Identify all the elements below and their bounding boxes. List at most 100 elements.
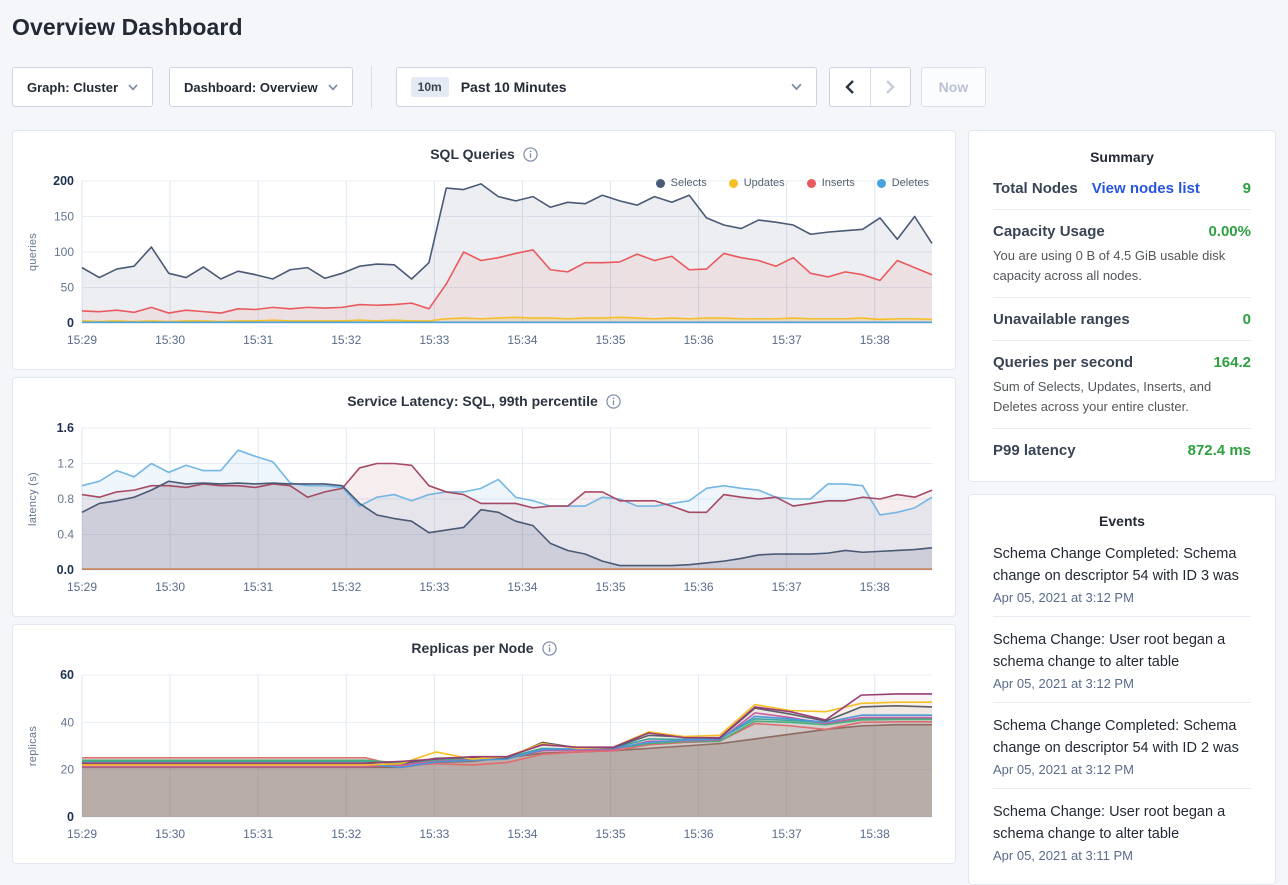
svg-text:15:31: 15:31 bbox=[243, 827, 273, 841]
legend-item-updates[interactable]: Updates bbox=[728, 177, 785, 189]
legend-item-deletes[interactable]: Deletes bbox=[876, 177, 929, 189]
svg-text:15:33: 15:33 bbox=[419, 580, 449, 594]
event-timestamp: Apr 05, 2021 at 3:11 PM bbox=[993, 848, 1133, 863]
svg-text:replicas: replicas bbox=[27, 726, 39, 767]
dashboard-dropdown[interactable]: Dashboard: Overview bbox=[169, 67, 353, 107]
svg-text:15:29: 15:29 bbox=[67, 827, 97, 841]
chart-legend: Selects Updates Inserts Deletes bbox=[655, 177, 929, 189]
svg-text:40: 40 bbox=[61, 715, 75, 729]
svg-text:15:31: 15:31 bbox=[243, 580, 273, 594]
summary-row-total-nodes: Total Nodes View nodes list 9 bbox=[993, 167, 1251, 210]
chart-plot: 15:29 15:30 15:31 15:32 15:33 15:34 15:35 15:36… bbox=[13, 669, 955, 845]
summary-value: 0 bbox=[1242, 311, 1251, 328]
event-item[interactable]: Schema Change Completed: Schema change o… bbox=[993, 531, 1251, 617]
info-icon[interactable] bbox=[541, 640, 557, 656]
svg-text:15:32: 15:32 bbox=[331, 827, 361, 841]
info-icon[interactable] bbox=[606, 393, 621, 409]
event-timestamp: Apr 05, 2021 at 3:12 PM bbox=[993, 676, 1134, 691]
chevron-down-icon bbox=[791, 83, 802, 91]
svg-text:15:38: 15:38 bbox=[860, 827, 890, 841]
svg-text:50: 50 bbox=[61, 281, 75, 295]
time-forward-button[interactable] bbox=[869, 68, 910, 106]
toolbar: Graph: Cluster Dashboard: Overview 10m P… bbox=[12, 66, 1276, 108]
svg-text:15:35: 15:35 bbox=[595, 580, 625, 594]
svg-text:15:38: 15:38 bbox=[860, 580, 890, 594]
svg-text:0: 0 bbox=[67, 316, 74, 330]
sidebar: Summary Total Nodes View nodes list 9 Ca… bbox=[968, 130, 1276, 885]
chevron-down-icon bbox=[328, 83, 338, 91]
legend-dot bbox=[655, 178, 665, 188]
chart-title: SQL Queries bbox=[430, 146, 515, 162]
summary-label: Capacity Usage bbox=[993, 223, 1105, 240]
toolbar-divider bbox=[370, 66, 372, 108]
event-item[interactable]: Schema Change: User root began a schema … bbox=[993, 617, 1251, 703]
svg-text:15:34: 15:34 bbox=[507, 333, 537, 347]
chevron-left-icon bbox=[844, 80, 854, 94]
view-nodes-list-link[interactable]: View nodes list bbox=[1091, 180, 1200, 197]
svg-text:15:35: 15:35 bbox=[595, 827, 625, 841]
svg-text:15:29: 15:29 bbox=[67, 580, 97, 594]
chart-panel-replicas-per-node: Replicas per Node 15:29 15:30 15:31 15:32 15… bbox=[12, 624, 956, 864]
legend-label: Inserts bbox=[821, 177, 855, 189]
legend-label: Selects bbox=[670, 177, 707, 189]
charts-column: SQL Queries Selects Updates Inserts Deletes… bbox=[12, 130, 956, 864]
svg-text:1.2: 1.2 bbox=[57, 457, 74, 471]
time-pager bbox=[828, 67, 911, 107]
summary-label: Unavailable ranges bbox=[993, 311, 1130, 328]
svg-text:0.8: 0.8 bbox=[57, 492, 74, 506]
svg-text:150: 150 bbox=[54, 210, 74, 224]
chart-plot: 15:29 15:30 15:31 15:32 15:33 15:34 15:35 15:36… bbox=[13, 175, 955, 351]
svg-text:0.0: 0.0 bbox=[57, 563, 74, 577]
chart-panel-service-latency: Service Latency: SQL, 99th percentile 15… bbox=[12, 377, 956, 617]
summary-label: Total Nodes bbox=[993, 180, 1078, 197]
chart-title: Service Latency: SQL, 99th percentile bbox=[347, 393, 598, 409]
event-text: Schema Change Completed: Schema change o… bbox=[993, 546, 1239, 584]
event-item[interactable]: Schema Change Completed: Schema change o… bbox=[993, 703, 1251, 789]
legend-item-inserts[interactable]: Inserts bbox=[806, 177, 855, 189]
svg-text:15:34: 15:34 bbox=[507, 827, 537, 841]
chart-title: Replicas per Node bbox=[411, 640, 534, 656]
graph-dropdown[interactable]: Graph: Cluster bbox=[12, 67, 154, 107]
time-range-picker[interactable]: 10m Past 10 Minutes bbox=[395, 67, 817, 107]
summary-label: Queries per second bbox=[993, 354, 1134, 371]
svg-text:15:32: 15:32 bbox=[331, 580, 361, 594]
now-button[interactable]: Now bbox=[920, 67, 987, 107]
svg-text:0: 0 bbox=[67, 810, 74, 824]
svg-text:60: 60 bbox=[60, 669, 74, 682]
summary-row-unavailable-ranges: Unavailable ranges 0 bbox=[993, 298, 1251, 341]
svg-text:15:32: 15:32 bbox=[331, 333, 361, 347]
summary-label: P99 latency bbox=[993, 442, 1076, 459]
svg-text:15:31: 15:31 bbox=[243, 333, 273, 347]
legend-label: Deletes bbox=[891, 177, 929, 189]
info-icon[interactable] bbox=[523, 146, 538, 162]
legend-dot bbox=[728, 178, 738, 188]
svg-text:15:37: 15:37 bbox=[772, 333, 802, 347]
svg-text:15:34: 15:34 bbox=[507, 580, 537, 594]
legend-item-selects[interactable]: Selects bbox=[655, 177, 707, 189]
events-panel: Events Schema Change Completed: Schema c… bbox=[968, 494, 1276, 885]
graph-dropdown-label: Graph: Cluster bbox=[27, 79, 119, 95]
chart-plot: 15:29 15:30 15:31 15:32 15:33 15:34 15:35 15:36… bbox=[13, 422, 955, 598]
svg-text:15:35: 15:35 bbox=[595, 333, 625, 347]
summary-value: 872.4 ms bbox=[1187, 442, 1251, 459]
svg-text:15:30: 15:30 bbox=[155, 333, 185, 347]
chevron-down-icon bbox=[128, 83, 138, 91]
svg-text:15:33: 15:33 bbox=[419, 333, 449, 347]
time-range-badge: 10m bbox=[410, 77, 449, 97]
svg-text:15:36: 15:36 bbox=[684, 333, 714, 347]
summary-description: You are using 0 B of 4.5 GiB usable disk… bbox=[993, 248, 1226, 283]
event-text: Schema Change: User root began a schema … bbox=[993, 804, 1226, 842]
event-timestamp: Apr 05, 2021 at 3:12 PM bbox=[993, 590, 1134, 605]
svg-text:15:30: 15:30 bbox=[155, 580, 185, 594]
svg-text:100: 100 bbox=[54, 245, 74, 259]
summary-value: 164.2 bbox=[1213, 354, 1251, 371]
summary-title: Summary bbox=[1090, 149, 1154, 165]
time-back-button[interactable] bbox=[830, 68, 870, 106]
chart-panel-sql-queries: SQL Queries Selects Updates Inserts Deletes… bbox=[12, 130, 956, 370]
dashboard-dropdown-label: Dashboard: Overview bbox=[184, 79, 318, 95]
summary-row-queries-per-second: Queries per second 164.2 Sum of Selects,… bbox=[993, 341, 1251, 429]
event-item[interactable]: Schema Change: User root began a schema … bbox=[993, 789, 1251, 874]
svg-text:latency (s): latency (s) bbox=[27, 472, 39, 526]
svg-text:200: 200 bbox=[53, 175, 74, 188]
summary-row-p99-latency: P99 latency 872.4 ms bbox=[993, 429, 1251, 471]
